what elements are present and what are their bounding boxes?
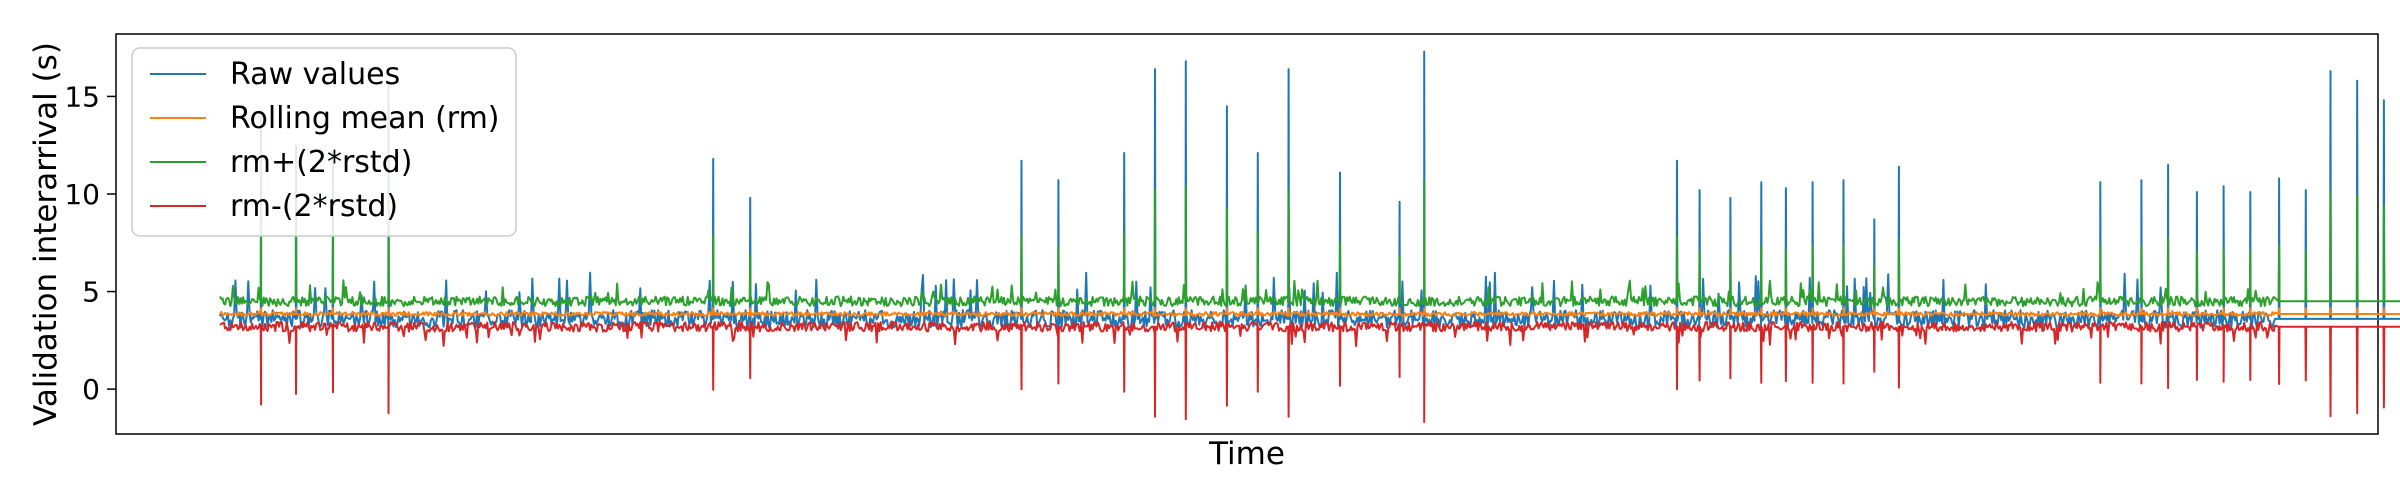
y-tick-label: 0: [82, 373, 100, 406]
legend-box: [131, 47, 517, 237]
y-tick-label: 5: [82, 276, 100, 309]
x-axis-label: Time: [1208, 436, 1285, 472]
y-axis-label: Validation interarrival (s): [28, 42, 64, 426]
legend-label-raw: Raw values: [230, 57, 400, 92]
y-tick-label: 15: [64, 80, 100, 113]
legend: Raw values Rolling mean (rm) rm+(2*rstd)…: [131, 47, 517, 237]
series-upper-band-line: [219, 180, 2400, 308]
legend-label-upper-band: rm+(2*rstd): [230, 145, 412, 180]
legend-label-lower-band: rm-(2*rstd): [230, 189, 398, 224]
y-tick-label: 10: [64, 178, 100, 211]
y-axis: 0 5 10 15: [64, 80, 116, 406]
legend-label-rolling-mean: Rolling mean (rm): [230, 101, 500, 136]
series-layer: [219, 50, 2400, 424]
series-lower-band-line: [219, 320, 2400, 424]
series-rolling-mean-line: [219, 307, 2400, 317]
